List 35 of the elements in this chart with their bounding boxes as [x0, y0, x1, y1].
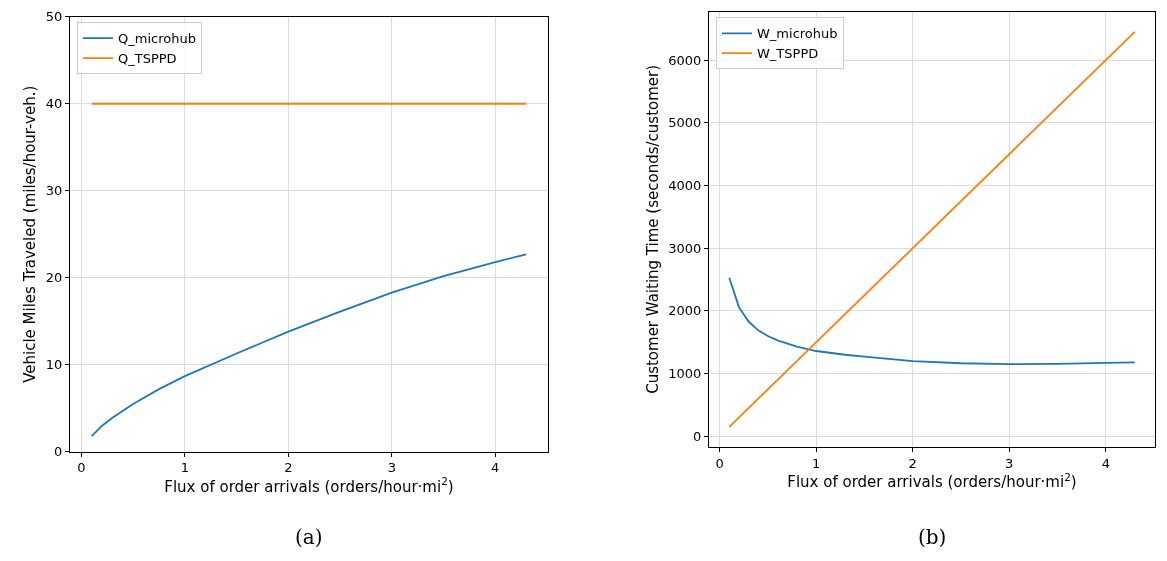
y-tick-label: 0 [693, 428, 702, 444]
y-tick-label: 6000 [668, 52, 702, 68]
y-axis-title: Customer Waiting Time (seconds/customer) [643, 64, 662, 394]
x-tick-label: 2 [908, 455, 917, 471]
y-tick-label: 3000 [668, 240, 702, 256]
y-tick-label: 2000 [668, 303, 702, 319]
x-tick-label: 0 [715, 455, 724, 471]
y-axis-title: Vehicle Miles Traveled (miles/hour-veh.) [21, 85, 40, 383]
x-axis-title: Flux of order arrivals (orders/hour·mi$^{2}$) [787, 470, 1077, 491]
y-tick-label: 5000 [668, 115, 702, 131]
line-series [728, 276, 1136, 366]
x-tick-label: 3 [1005, 455, 1014, 471]
y-tick-label: 40 [45, 96, 63, 112]
y-tick-label: 1000 [668, 366, 702, 382]
x-tick-label: 4 [1101, 455, 1110, 471]
y-tick-label: 0 [54, 444, 63, 460]
x-tick-label: 4 [491, 460, 500, 476]
legend-label: W_microhub [757, 26, 838, 42]
x-tick-label: 3 [387, 460, 396, 476]
legend-label: W_TSPPD [757, 46, 819, 62]
text: (b) [918, 525, 947, 549]
line-series [90, 253, 528, 438]
legend-label: Q_TSPPD [118, 51, 177, 67]
legend-label: Q_microhub [118, 31, 196, 47]
x-tick-label: 2 [284, 460, 293, 476]
y-tick-label: 50 [45, 9, 63, 25]
y-tick-label: 10 [45, 357, 63, 373]
x-tick-label: 1 [180, 460, 189, 476]
x-tick-label: 0 [77, 460, 86, 476]
y-tick-label: 30 [45, 183, 63, 199]
x-axis-title: Flux of order arrivals (orders/hour·mi$^{2}$) [164, 475, 454, 496]
x-tick-label: 1 [812, 455, 821, 471]
text: (a) [295, 525, 323, 549]
y-tick-label: 20 [45, 270, 63, 286]
y-tick-label: 4000 [668, 178, 702, 194]
